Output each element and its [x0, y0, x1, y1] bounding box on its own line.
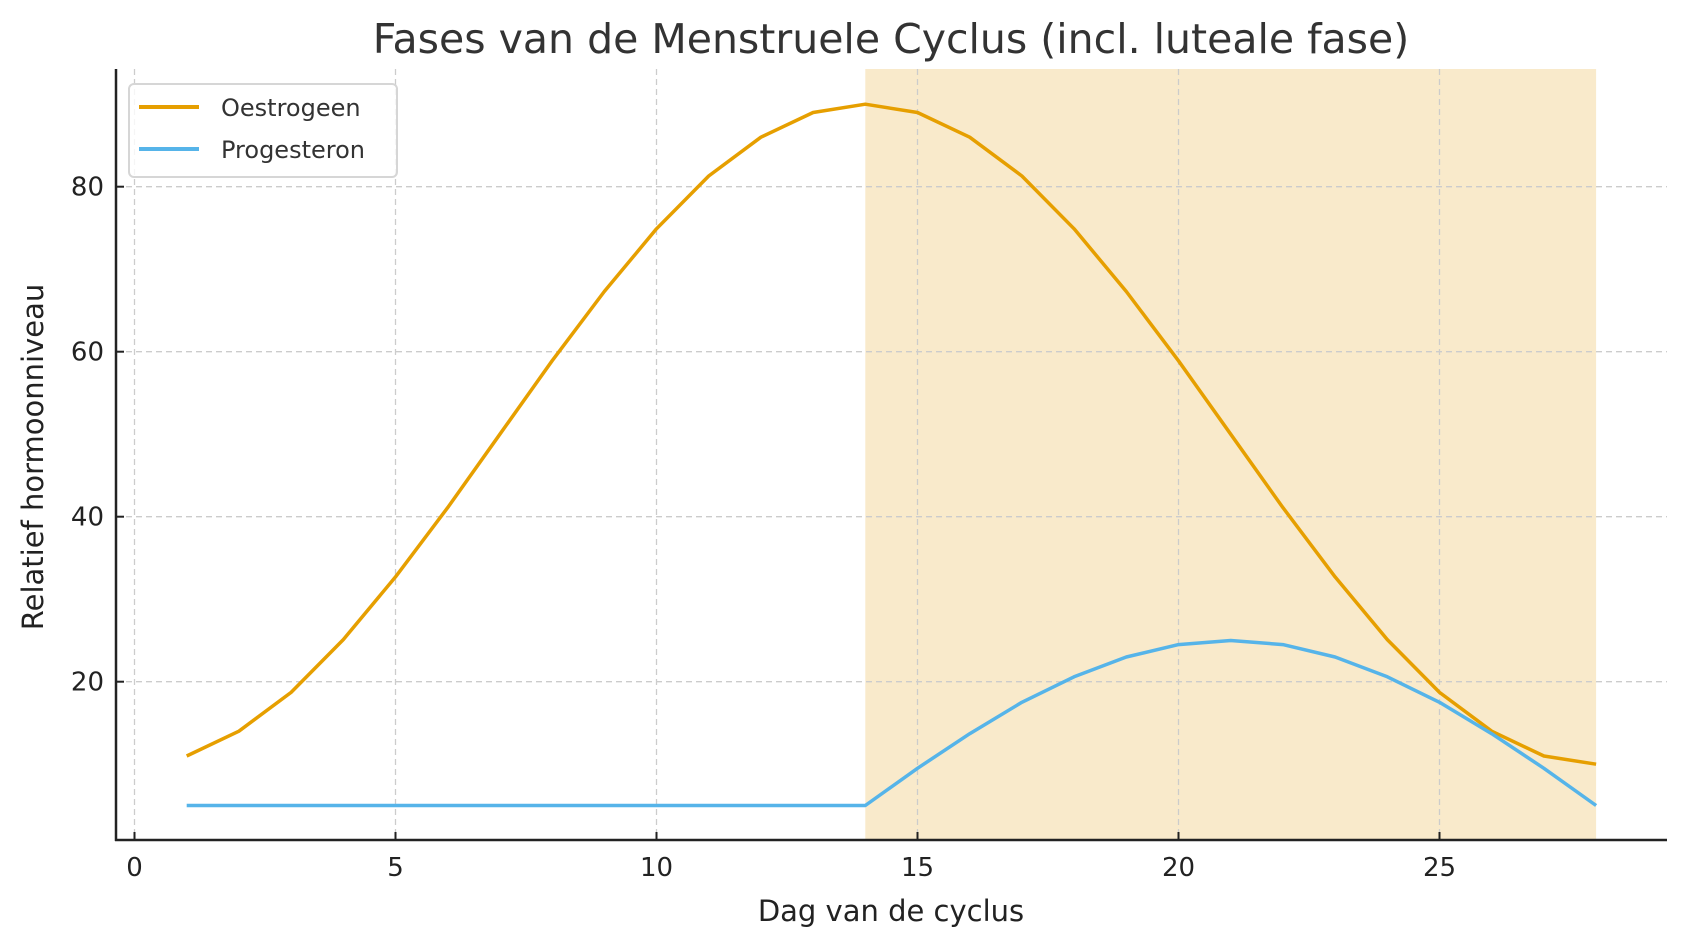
legend-label-progesteron: Progesteron [221, 136, 365, 164]
y-tick-label: 20 [71, 668, 104, 698]
legend: Oestrogeen Progesteron [128, 83, 398, 178]
x-tick-label: 20 [1162, 853, 1195, 883]
x-tick-label: 5 [387, 853, 404, 883]
luteal-phase-shading [865, 69, 1597, 840]
y-tick-label: 60 [71, 338, 104, 368]
luteal-phase-region [865, 69, 1597, 840]
y-tick-label: 40 [71, 503, 104, 533]
y-axis-label: Relatief hormoonniveau [16, 284, 50, 630]
y-tick-label: 80 [71, 173, 104, 203]
x-axis-ticks: 0 5 10 15 20 25 [126, 832, 1456, 883]
x-axis-label: Dag van de cyclus [758, 894, 1024, 928]
chart-title: Fases van de Menstruele Cyclus (incl. lu… [373, 15, 1410, 63]
x-tick-label: 0 [126, 853, 143, 883]
x-tick-label: 25 [1423, 853, 1456, 883]
grid-lines [116, 69, 1667, 840]
y-axis-ticks: 20 40 60 80 [71, 173, 124, 698]
legend-label-oestrogeen: Oestrogeen [221, 94, 361, 122]
x-tick-label: 10 [640, 853, 673, 883]
line-progesteron [186, 638, 1598, 808]
line-oestrogeen [185, 102, 1597, 766]
data-lines [185, 102, 1598, 808]
x-tick-label: 15 [901, 853, 934, 883]
axes [114, 69, 1667, 842]
